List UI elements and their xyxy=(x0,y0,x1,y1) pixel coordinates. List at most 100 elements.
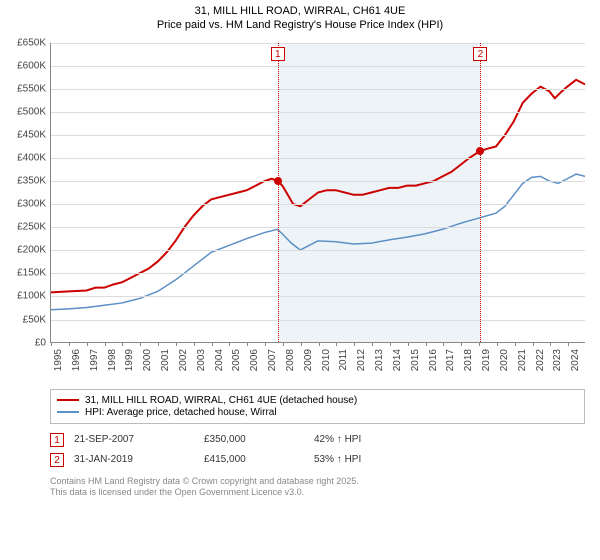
gridline xyxy=(51,273,585,274)
y-tick-label: £50K xyxy=(0,314,46,325)
x-tick xyxy=(550,342,551,346)
footer: Contains HM Land Registry data © Crown c… xyxy=(50,476,585,499)
x-tick xyxy=(443,342,444,346)
x-tick-label: 1999 xyxy=(124,349,135,371)
x-tick xyxy=(354,342,355,346)
plot-area: 12 xyxy=(50,43,585,343)
x-tick xyxy=(69,342,70,346)
y-tick-label: £650K xyxy=(0,37,46,48)
x-tick xyxy=(158,342,159,346)
legend-label: 31, MILL HILL ROAD, WIRRAL, CH61 4UE (de… xyxy=(85,395,357,406)
x-tick xyxy=(265,342,266,346)
x-tick-label: 2000 xyxy=(142,349,153,371)
y-tick-label: £150K xyxy=(0,268,46,279)
x-tick-label: 2014 xyxy=(392,349,403,371)
series-line xyxy=(51,174,585,310)
x-tick xyxy=(122,342,123,346)
y-tick-label: £600K xyxy=(0,60,46,71)
sale-pct: 53% ↑ HPI xyxy=(314,454,434,465)
x-tick-label: 1998 xyxy=(107,349,118,371)
footer-line1: Contains HM Land Registry data © Crown c… xyxy=(50,476,585,488)
gridline xyxy=(51,250,585,251)
x-tick xyxy=(336,342,337,346)
x-tick xyxy=(479,342,480,346)
x-tick xyxy=(51,342,52,346)
gridline xyxy=(51,135,585,136)
sale-dot xyxy=(476,147,484,155)
gridline xyxy=(51,158,585,159)
y-tick-label: £0 xyxy=(0,337,46,348)
sale-row-marker: 2 xyxy=(50,453,64,467)
y-tick-label: £500K xyxy=(0,106,46,117)
sale-date: 31-JAN-2019 xyxy=(74,454,194,465)
x-tick xyxy=(515,342,516,346)
gridline xyxy=(51,181,585,182)
y-tick-label: £300K xyxy=(0,199,46,210)
x-tick xyxy=(229,342,230,346)
sale-vertical-line xyxy=(278,43,279,342)
sales-table: 1 21-SEP-2007 £350,000 42% ↑ HPI 2 31-JAN-201… xyxy=(50,430,585,470)
x-tick-label: 2024 xyxy=(570,349,581,371)
x-tick xyxy=(194,342,195,346)
x-tick xyxy=(105,342,106,346)
y-tick-label: £400K xyxy=(0,152,46,163)
x-tick-label: 2012 xyxy=(356,349,367,371)
gridline xyxy=(51,43,585,44)
x-tick xyxy=(319,342,320,346)
y-tick-label: £250K xyxy=(0,222,46,233)
sale-pct: 42% ↑ HPI xyxy=(314,434,434,445)
title-line1: 31, MILL HILL ROAD, WIRRAL, CH61 4UE xyxy=(0,4,600,18)
x-tick-label: 2023 xyxy=(552,349,563,371)
x-tick-label: 2022 xyxy=(535,349,546,371)
y-tick-label: £350K xyxy=(0,176,46,187)
sale-date: 21-SEP-2007 xyxy=(74,434,194,445)
chart-title: 31, MILL HILL ROAD, WIRRAL, CH61 4UE Pri… xyxy=(0,0,600,35)
legend-swatch xyxy=(57,411,79,413)
x-tick-label: 2009 xyxy=(303,349,314,371)
sale-vertical-line xyxy=(480,43,481,342)
x-tick xyxy=(390,342,391,346)
legend: 31, MILL HILL ROAD, WIRRAL, CH61 4UE (de… xyxy=(50,389,585,424)
sale-marker-box: 2 xyxy=(473,47,487,61)
legend-swatch xyxy=(57,399,79,401)
x-tick xyxy=(87,342,88,346)
sale-marker-box: 1 xyxy=(271,47,285,61)
sale-price: £415,000 xyxy=(204,454,304,465)
x-tick-label: 2006 xyxy=(249,349,260,371)
x-tick-label: 2002 xyxy=(178,349,189,371)
x-tick-label: 2015 xyxy=(410,349,421,371)
sale-row: 2 31-JAN-2019 £415,000 53% ↑ HPI xyxy=(50,450,585,470)
x-tick-label: 2021 xyxy=(517,349,528,371)
legend-label: HPI: Average price, detached house, Wirr… xyxy=(85,407,277,418)
sale-dot xyxy=(274,177,282,185)
y-tick-label: £450K xyxy=(0,129,46,140)
sale-price: £350,000 xyxy=(204,434,304,445)
x-tick-label: 2005 xyxy=(231,349,242,371)
y-tick-label: £100K xyxy=(0,291,46,302)
x-tick xyxy=(176,342,177,346)
y-tick-label: £550K xyxy=(0,83,46,94)
sale-row: 1 21-SEP-2007 £350,000 42% ↑ HPI xyxy=(50,430,585,450)
x-tick-label: 2007 xyxy=(267,349,278,371)
y-tick-label: £200K xyxy=(0,245,46,256)
chart-area: 12 £0£50K£100K£150K£200K£250K£300K£350K£… xyxy=(0,35,600,385)
sale-row-marker: 1 xyxy=(50,433,64,447)
x-tick-label: 2001 xyxy=(160,349,171,371)
x-tick-label: 1997 xyxy=(89,349,100,371)
x-tick-label: 2004 xyxy=(214,349,225,371)
x-tick xyxy=(283,342,284,346)
x-tick-label: 1995 xyxy=(53,349,64,371)
x-tick-label: 2013 xyxy=(374,349,385,371)
x-tick xyxy=(568,342,569,346)
x-tick xyxy=(247,342,248,346)
x-tick xyxy=(533,342,534,346)
gridline xyxy=(51,320,585,321)
x-tick xyxy=(408,342,409,346)
x-tick xyxy=(372,342,373,346)
x-tick-label: 2020 xyxy=(499,349,510,371)
gridline xyxy=(51,89,585,90)
x-tick-label: 1996 xyxy=(71,349,82,371)
x-tick xyxy=(426,342,427,346)
x-tick xyxy=(301,342,302,346)
x-tick-label: 2003 xyxy=(196,349,207,371)
